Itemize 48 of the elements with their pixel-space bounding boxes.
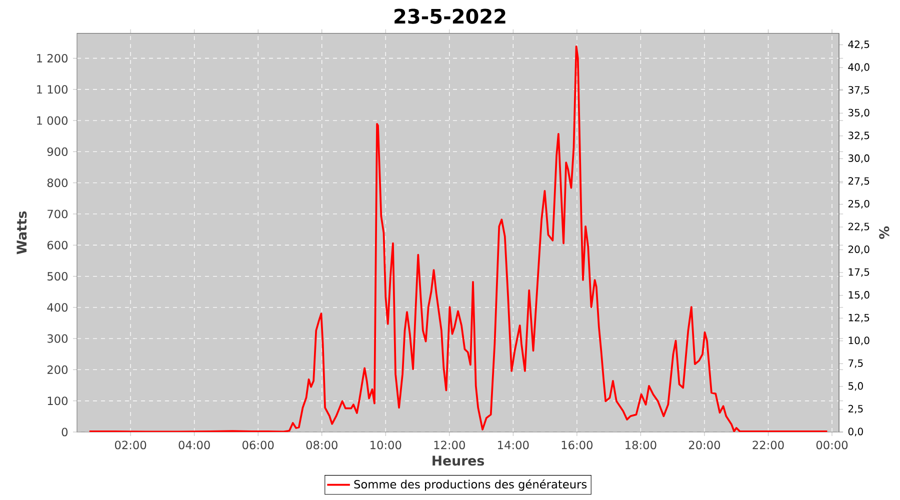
- y-tick-label: 600: [47, 240, 68, 250]
- y2-tick-label: 17,5: [848, 268, 870, 277]
- y-tick-label: 1 200: [37, 54, 68, 63]
- x-tick-label: 16:00: [562, 440, 593, 450]
- x-tick-label: 02:00: [114, 440, 146, 450]
- y2-tick-label: 37,5: [848, 86, 870, 95]
- y2-tick-label: 30,0: [848, 154, 870, 163]
- y-tick-label: 900: [47, 147, 68, 156]
- x-tick-label: 06:00: [242, 440, 274, 450]
- x-tick-label: 22:00: [752, 440, 784, 450]
- y2-tick-label: 27,5: [848, 177, 870, 186]
- y2-tick-label: 10,0: [848, 336, 870, 346]
- y-tick-label: 400: [47, 303, 68, 312]
- y2-tick-label: 7,5: [848, 359, 863, 368]
- x-tick-label: 18:00: [626, 440, 656, 450]
- x-tick-label: 20:00: [688, 440, 720, 450]
- y-tick-label: 200: [47, 365, 68, 374]
- y-axis-title: Watts: [16, 211, 27, 254]
- y2-axis-title: %: [879, 226, 890, 239]
- x-tick-label: 00:00: [816, 440, 848, 450]
- y-tick-label: 300: [48, 334, 68, 343]
- y-tick-label: 800: [47, 178, 68, 188]
- y-tick-label: 700: [48, 210, 68, 218]
- y2-tick-label: 22,5: [848, 222, 870, 232]
- y2-tick-label: 35,0: [848, 108, 870, 118]
- y-tick-label: 500: [48, 272, 68, 281]
- y2-tick-label: 42,5: [848, 40, 870, 50]
- x-tick-label: 08:00: [306, 440, 338, 450]
- chart-title: 23-5-2022: [394, 8, 506, 24]
- y2-tick-label: 40,0: [848, 63, 870, 72]
- x-tick-label: 10:00: [370, 440, 402, 450]
- y2-tick-label: 25,0: [848, 200, 870, 209]
- y2-tick-label: 12,5: [848, 314, 870, 322]
- y2-tick-label: 5,0: [848, 382, 863, 391]
- y-tick-label: 1 100: [37, 85, 68, 94]
- x-tick-label: 12:00: [434, 440, 465, 450]
- y2-tick-label: 20,0: [848, 246, 870, 254]
- y2-tick-label: 32,5: [848, 132, 870, 140]
- legend-label: Somme des productions des générateurs: [354, 479, 587, 491]
- y-tick-label: 100: [48, 396, 68, 406]
- x-tick-label: 14:00: [498, 440, 529, 450]
- y-tick-label: 0: [62, 428, 68, 436]
- y2-tick-label: 2,5: [848, 404, 863, 414]
- y2-tick-label: 0,0: [848, 428, 863, 436]
- y2-tick-label: 15,0: [848, 291, 870, 300]
- x-axis-title: Heures: [432, 456, 484, 466]
- x-tick-label: 04:00: [178, 440, 210, 450]
- y-tick-label: 1 000: [37, 116, 68, 125]
